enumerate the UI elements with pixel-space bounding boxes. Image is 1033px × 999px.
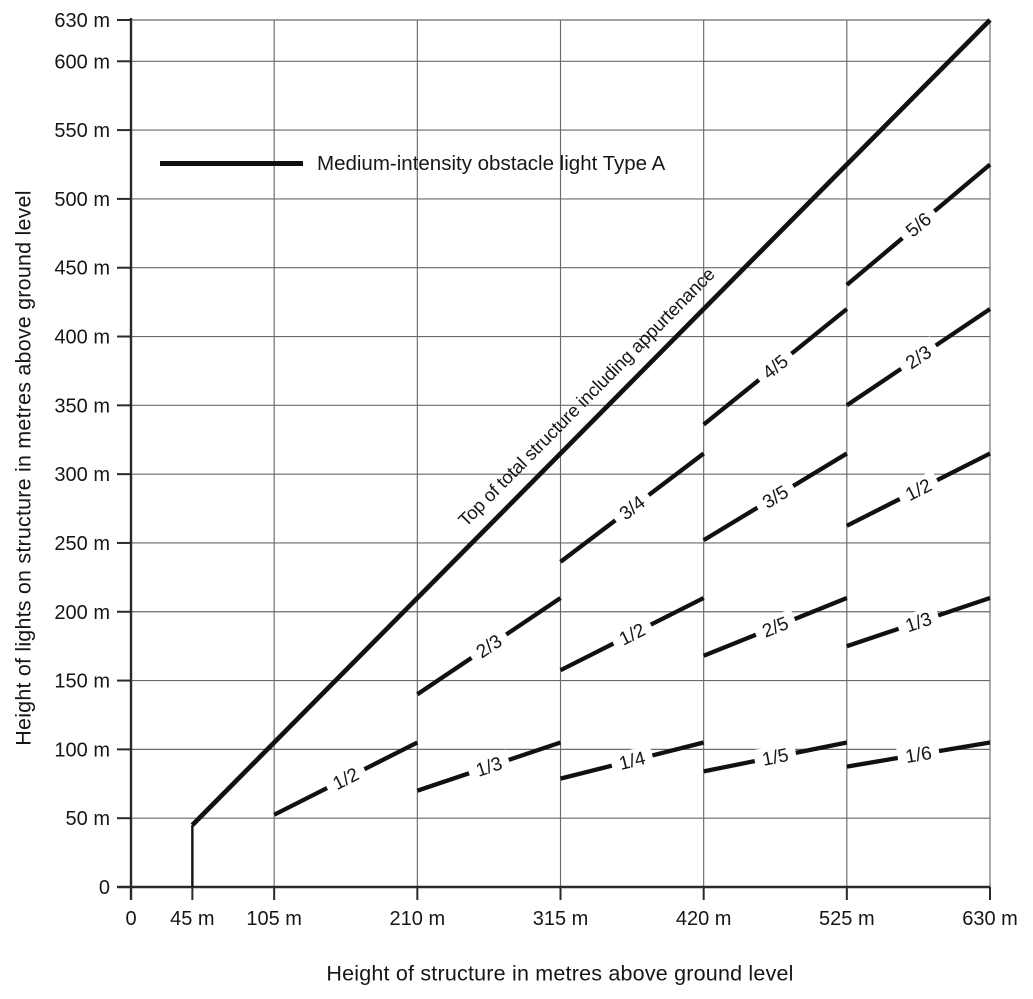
series-label-wrap-tier-210-315-1-3: 1/3: [465, 749, 513, 784]
series-label-wrap-tier-210-315-2-3: 2/3: [465, 625, 513, 667]
series-label-wrap-tier-315-420-1-2: 1/2: [608, 614, 656, 654]
y-axis-title: Height of lights on structure in metres …: [11, 190, 36, 746]
series-label-mask-tier-525-630-1-2: [894, 470, 943, 509]
gridlines: [131, 19, 991, 900]
series-label-wrap-tier-525-630-2-3: 2/3: [894, 336, 942, 378]
y-tick-label-200: 200 m: [54, 602, 110, 624]
series-label-mask-tier-420-525-4-5: [752, 345, 799, 389]
series-label-mask-tier-315-420-3-4: [608, 486, 656, 530]
series-label-mask-tier-315-420-1-2: [608, 614, 656, 654]
x-tick-label-45: 45 m: [170, 908, 214, 930]
series-label-mask-tier-210-315-1-3: [465, 749, 513, 784]
x-tick-label-420: 420 m: [676, 908, 732, 930]
series-label-wrap-tier-420-525-2-5: 2/5: [751, 608, 799, 645]
legend-label: Medium-intensity obstacle light Type A: [317, 151, 666, 175]
series-label-mask-tier-525-630-1-3: [895, 604, 942, 640]
series-label-wrap-tier-525-630-1-3: 1/3: [895, 604, 942, 640]
series-label-mask-tier-105-210-1-2: [322, 759, 370, 798]
series-label-mask-tier-525-630-2-3: [894, 336, 942, 378]
y-tick-label-400: 400 m: [54, 327, 110, 349]
series-label-tier-420-525-1-5: 1/5: [760, 745, 790, 771]
axes: [117, 18, 990, 900]
series-label-mask-tier-525-630-1-6: [895, 740, 941, 769]
x-tick-group: 0 45 m 105 m 210 m 315 m 420 m 525 m 630 m: [125, 887, 1018, 930]
y-tick-label-0: 0: [99, 877, 110, 899]
series-label-mask-tier-420-525-3-5: [751, 476, 799, 518]
legend: Medium-intensity obstacle light Type A: [160, 151, 665, 176]
y-tick-label-600: 600 m: [54, 51, 110, 73]
x-tick-label-315: 315 m: [533, 908, 589, 930]
series-label-mask-tier-420-525-1-5: [752, 742, 798, 772]
x-tick-label-630: 630 m: [962, 908, 1018, 930]
series-label-wrap-tier-420-525-3-5: 3/5: [751, 476, 799, 518]
x-tick-label-105: 105 m: [246, 908, 302, 930]
y-tick-group: 0 50 m 100 m 150 m 200 m 250 m 300 m 350 m 400 m…: [54, 10, 131, 899]
series-label-mask-tier-315-420-1-4: [609, 744, 656, 777]
series-label-wrap-top-of-structure: Top of total structure including appurte…: [454, 263, 719, 530]
y-tick-label-450: 450 m: [54, 258, 110, 280]
series-label-mask-tier-525-630-5-6: [895, 202, 942, 247]
x-tick-label-210: 210 m: [390, 908, 446, 930]
series-label-wrap-tier-525-630-1-2: 1/2: [894, 470, 943, 509]
y-tick-label-50: 50 m: [66, 808, 110, 830]
series-label-top-of-structure: Top of total structure including appurte…: [454, 263, 719, 530]
series-label-group: Top of total structure including appurte…: [322, 202, 943, 798]
y-tick-label-250: 250 m: [54, 533, 110, 555]
y-tick-label-630: 630 m: [54, 10, 110, 32]
y-tick-label-350: 350 m: [54, 395, 110, 417]
series-label-mask-tier-420-525-2-5: [751, 608, 799, 645]
y-tick-label-550: 550 m: [54, 120, 110, 142]
series-label-wrap-tier-525-630-1-6: 1/6: [895, 740, 941, 769]
series-label-tier-525-630-1-6: 1/6: [904, 743, 934, 768]
legend-line-swatch: [160, 161, 303, 166]
series-label-wrap-tier-105-210-1-2: 1/2: [322, 759, 370, 798]
y-tick-label-100: 100 m: [54, 739, 110, 761]
y-tick-label-150: 150 m: [54, 671, 110, 693]
series-line-top-of-structure-seg1: [190, 18, 992, 827]
x-axis-title: Height of structure in metres above grou…: [326, 961, 794, 986]
y-tick-label-500: 500 m: [54, 189, 110, 211]
y-tick-label-300: 300 m: [54, 464, 110, 486]
series-label-mask-tier-210-315-2-3: [465, 625, 513, 667]
x-tick-label-0: 0: [125, 908, 136, 930]
series-label-wrap-tier-420-525-1-5: 1/5: [752, 742, 798, 772]
x-tick-label-525: 525 m: [819, 908, 875, 930]
